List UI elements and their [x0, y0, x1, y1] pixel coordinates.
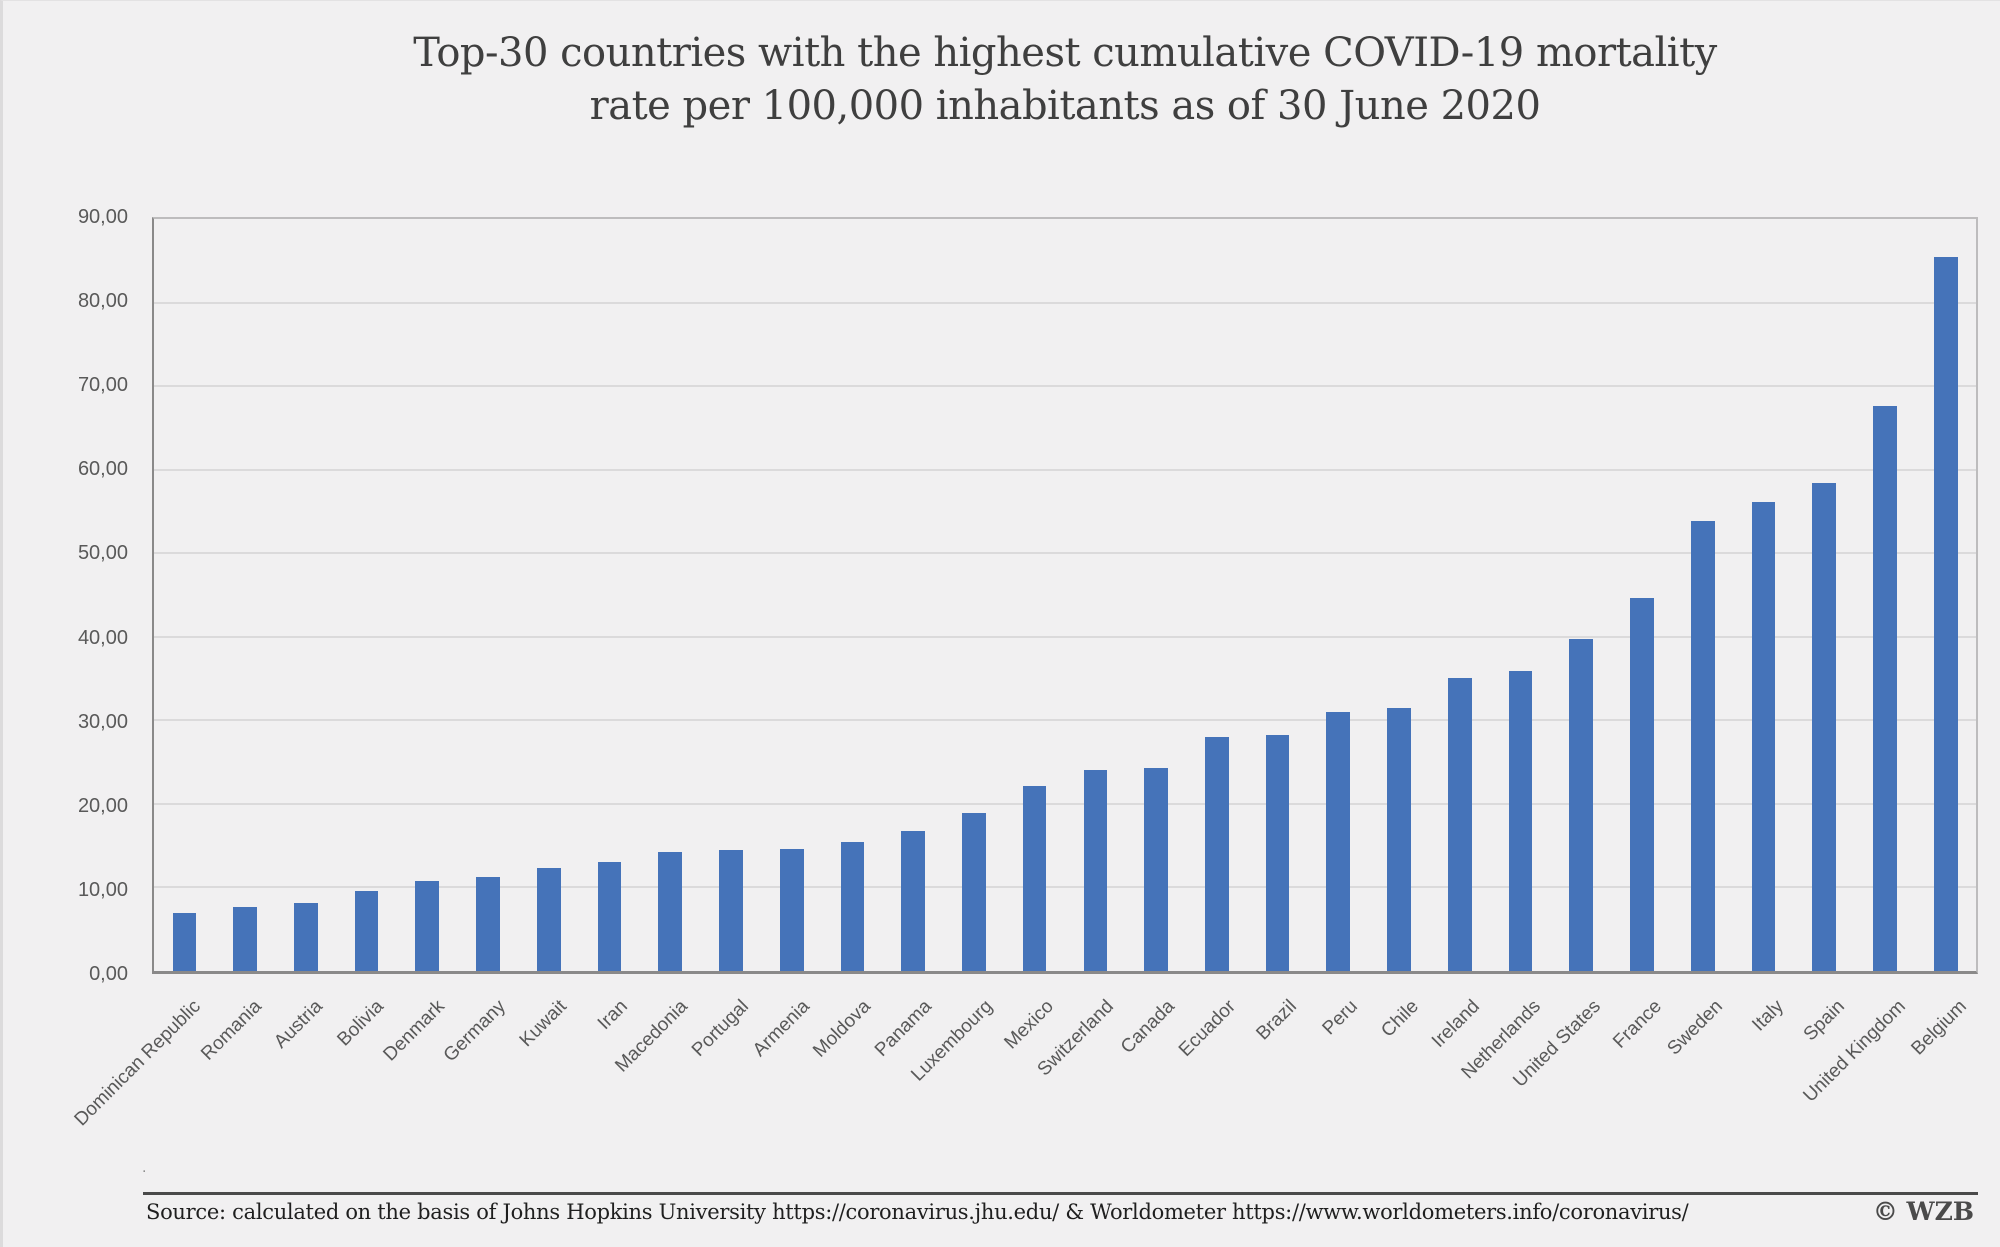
bar-peru	[1326, 711, 1351, 971]
gridline	[154, 552, 1976, 555]
bar-mexico	[1022, 786, 1047, 971]
bar-united-kingdom	[1873, 406, 1897, 971]
gridline	[154, 886, 1976, 889]
bar-armenia	[779, 849, 804, 971]
bar-slot	[1551, 219, 1612, 971]
bar-bolivia	[354, 890, 379, 971]
bar-slot	[518, 219, 579, 971]
bar-slot	[1308, 219, 1369, 971]
bar-sweden	[1690, 521, 1715, 971]
gridline	[154, 635, 1976, 638]
y-axis-tick-label: 20,00	[77, 794, 128, 817]
bar-ecuador	[1205, 737, 1229, 971]
bar-slot	[336, 219, 397, 971]
gridline	[154, 468, 1976, 471]
bar-slot	[1247, 219, 1308, 971]
bar-slot	[1065, 219, 1126, 971]
bar-netherlands	[1508, 671, 1533, 971]
bar-portugal	[719, 849, 743, 971]
y-axis-tick-label: 30,00	[77, 710, 128, 733]
bar-slot	[761, 219, 822, 971]
bar-luxembourg	[962, 813, 986, 971]
bar-slot	[883, 219, 944, 971]
bar-slot	[640, 219, 701, 971]
x-axis-category-labels: Dominican Republic Romania Austria Bolivia D…	[71, 974, 1978, 1189]
chart-title: Top-30 countries with the highest cumula…	[152, 27, 1978, 133]
plot-area	[152, 217, 1978, 974]
bar-romania	[233, 906, 257, 971]
bar-slot	[1672, 219, 1733, 971]
bar-kuwait	[536, 868, 561, 971]
bar-canada	[1144, 767, 1168, 971]
chart-title-line1: Top-30 countries with the highest cumula…	[413, 30, 1717, 76]
y-axis-tick-label: 70,00	[77, 374, 128, 397]
gridline	[154, 719, 1976, 722]
bar-slot	[1612, 219, 1673, 971]
bar-spain	[1812, 483, 1837, 971]
bar-slot	[1369, 219, 1430, 971]
bar-ireland	[1447, 677, 1472, 971]
bar-iran	[597, 862, 622, 971]
y-axis-tick-label: 0,00	[89, 963, 128, 985]
bar-chile	[1387, 707, 1411, 971]
bar-italy	[1751, 502, 1776, 971]
y-axis-tick-label: 10,00	[77, 878, 128, 901]
bar-panama	[901, 831, 926, 971]
bar-slot	[1915, 219, 1976, 971]
bar-slot	[1429, 219, 1490, 971]
bar-slot	[1186, 219, 1247, 971]
y-axis-tick-label: 60,00	[77, 458, 128, 481]
bar-series	[154, 219, 1976, 971]
bar-slot	[1855, 219, 1916, 971]
bar-united-states	[1569, 639, 1594, 971]
stray-dot: .	[142, 1159, 147, 1176]
wzb-credit: © WZB	[1872, 1197, 1974, 1226]
bar-slot	[1126, 219, 1187, 971]
footer-divider	[143, 1192, 1978, 1195]
bar-slot	[944, 219, 1005, 971]
bar-germany	[476, 877, 500, 971]
chart-title-line2: rate per 100,000 inhabitants as of 30 Ju…	[589, 83, 1541, 129]
y-axis-tick-label: 90,00	[77, 206, 128, 228]
bar-slot	[1004, 219, 1065, 971]
source-note: Source: calculated on the basis of Johns…	[146, 1200, 1689, 1224]
bar-slot	[154, 219, 215, 971]
bar-france	[1630, 598, 1654, 971]
bar-slot	[275, 219, 336, 971]
bar-austria	[294, 903, 318, 971]
bar-switzerland	[1083, 770, 1108, 971]
gridline	[154, 301, 1976, 304]
bar-macedonia	[658, 852, 683, 971]
bar-denmark	[415, 880, 440, 971]
bar-slot	[397, 219, 458, 971]
bar-slot	[1490, 219, 1551, 971]
bar-dominican-republic	[172, 912, 197, 971]
y-axis-tick-labels: 0,00 10,00 20,00 30,00 40,00 50,00 60,00 70,00 8…	[3, 206, 152, 985]
y-axis-tick-label: 80,00	[77, 290, 128, 313]
gridline	[154, 385, 1976, 388]
bar-slot	[1794, 219, 1855, 971]
bar-slot	[1733, 219, 1794, 971]
y-axis-tick-label: 40,00	[77, 626, 128, 649]
bar-moldova	[840, 841, 865, 971]
bar-slot	[458, 219, 519, 971]
bar-slot	[822, 219, 883, 971]
bar-slot	[579, 219, 640, 971]
bar-slot	[701, 219, 762, 971]
bar-brazil	[1265, 734, 1290, 971]
gridline	[154, 802, 1976, 805]
bar-slot	[215, 219, 276, 971]
y-axis-tick-label: 50,00	[77, 542, 128, 565]
bar-belgium	[1933, 257, 1958, 971]
